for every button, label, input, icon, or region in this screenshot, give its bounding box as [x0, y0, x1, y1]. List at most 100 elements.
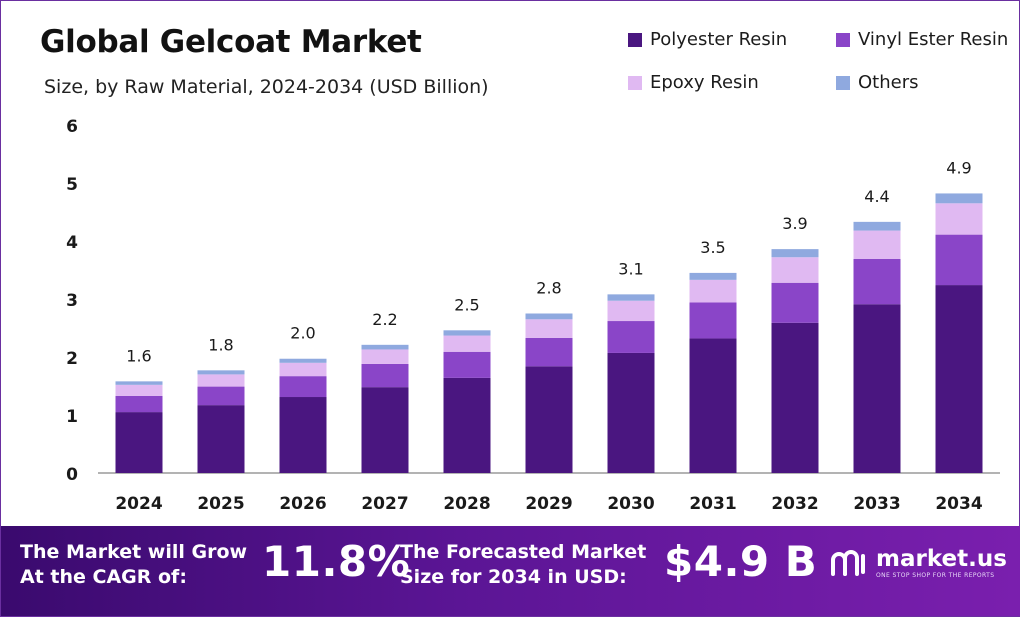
bar-segment-polyester-resin	[607, 352, 655, 473]
bar-segment-others	[771, 249, 819, 258]
bar-total-label: 3.1	[618, 259, 643, 278]
bar-segment-polyester-resin	[935, 285, 983, 473]
bar-segment-vinyl-ester-resin	[689, 302, 737, 339]
bar-segment-others	[689, 272, 737, 280]
x-tick-label: 2034	[935, 494, 982, 514]
bar-segment-vinyl-ester-resin	[443, 351, 491, 378]
bar-total-label: 2.2	[372, 310, 397, 329]
chart-title: Global Gelcoat Market	[40, 24, 422, 60]
chart-subtitle: Size, by Raw Material, 2024-2034 (USD Bi…	[44, 76, 489, 98]
x-tick-label: 2026	[279, 494, 326, 514]
legend-label-vinyl-ester: Vinyl Ester Resin	[858, 29, 1009, 50]
bar-segment-vinyl-ester-resin	[279, 376, 327, 398]
bar-segment-epoxy-resin	[525, 319, 573, 338]
bar-segment-epoxy-resin	[197, 374, 245, 387]
forecast-caption-line2: Size for 2034 in USD:	[400, 566, 627, 588]
x-tick-label: 2032	[771, 494, 818, 514]
bar-segment-polyester-resin	[689, 338, 737, 473]
bar-segment-polyester-resin	[197, 405, 245, 473]
forecast-caption-line1: The Forecasted Market	[400, 541, 647, 563]
bar-segment-vinyl-ester-resin	[197, 386, 245, 406]
bar-segment-vinyl-ester-resin	[525, 337, 573, 367]
bar-segment-vinyl-ester-resin	[115, 395, 163, 413]
bar-segment-epoxy-resin	[607, 300, 655, 322]
legend-swatch-others	[836, 75, 850, 90]
cagr-caption-line2: At the CAGR of:	[20, 566, 187, 588]
bar-total-label: 4.9	[946, 158, 971, 177]
y-tick-label: 5	[66, 175, 78, 195]
legend-label-others: Others	[858, 72, 919, 93]
bar-total-label: 3.5	[700, 238, 725, 257]
bar-segment-epoxy-resin	[853, 230, 901, 259]
brand-logo: market.us ONE STOP SHOP FOR THE REPORTS	[830, 546, 1007, 579]
cagr-value: 11.8%	[262, 537, 411, 586]
bar-segment-vinyl-ester-resin	[361, 363, 409, 388]
market-us-logo-icon	[831, 549, 865, 576]
x-tick-label: 2030	[607, 494, 654, 514]
legend-item-others: Others	[836, 72, 919, 93]
bar-segment-polyester-resin	[361, 387, 409, 473]
y-tick-label: 0	[66, 465, 78, 485]
legend-item-epoxy: Epoxy Resin	[628, 72, 759, 93]
y-tick-label: 4	[66, 233, 78, 253]
x-tick-label: 2025	[197, 494, 244, 514]
x-tick-label: 2031	[689, 494, 736, 514]
bar-total-label: 3.9	[782, 214, 807, 233]
bar-segment-others	[279, 358, 327, 363]
bar-total-label: 4.4	[864, 187, 889, 206]
bar-segment-polyester-resin	[853, 304, 901, 473]
bar-total-label: 1.8	[208, 335, 233, 354]
bar-segment-epoxy-resin	[935, 203, 983, 235]
bar-segment-others	[361, 344, 409, 350]
x-tick-label: 2029	[525, 494, 572, 514]
bar-total-label: 2.0	[290, 324, 315, 343]
brand-name: market.us	[876, 546, 1007, 572]
bar-segment-polyester-resin	[525, 366, 573, 473]
bar-segment-others	[443, 330, 491, 336]
y-tick-label: 3	[66, 291, 78, 311]
x-tick-label: 2028	[443, 494, 490, 514]
bar-segment-vinyl-ester-resin	[853, 258, 901, 305]
cagr-caption-line1: The Market will Grow	[20, 541, 248, 563]
y-tick-label: 1	[66, 407, 78, 427]
bar-segment-epoxy-resin	[279, 362, 327, 377]
bar-total-label: 1.6	[126, 346, 151, 365]
legend-swatch-epoxy	[628, 75, 642, 90]
bar-segment-polyester-resin	[771, 322, 819, 473]
chart-legend: Polyester Resin Vinyl Ester Resin Epoxy …	[0, 0, 1022, 110]
bar-segment-polyester-resin	[279, 397, 327, 473]
x-tick-label: 2024	[115, 494, 162, 514]
bar-segment-polyester-resin	[115, 412, 163, 473]
legend-label-epoxy: Epoxy Resin	[650, 72, 759, 93]
bar-segment-epoxy-resin	[443, 335, 491, 352]
bar-segment-others	[115, 381, 163, 385]
bar-segment-others	[197, 370, 245, 375]
bar-segment-others	[935, 193, 983, 204]
brand-tagline: ONE STOP SHOP FOR THE REPORTS	[876, 572, 995, 579]
bar-segment-others	[853, 221, 901, 231]
bar-segment-epoxy-resin	[115, 384, 163, 396]
legend-swatch-vinyl-ester	[836, 32, 850, 47]
bar-segment-polyester-resin	[443, 377, 491, 473]
legend-item-polyester: Polyester Resin	[628, 29, 787, 50]
bar-segment-others	[607, 294, 655, 301]
bar-segment-vinyl-ester-resin	[607, 321, 655, 353]
bar-total-label: 2.8	[536, 279, 561, 298]
forecast-value: $4.9 B	[664, 537, 818, 586]
legend-label-polyester: Polyester Resin	[650, 29, 788, 50]
legend-item-vinyl-ester: Vinyl Ester Resin	[836, 29, 1008, 50]
bar-segment-vinyl-ester-resin	[771, 282, 819, 323]
stacked-bar-chart: 0 1 2 3 4 5 6 1.6 2024 1.8 2025 2.0 2026 2.2 2027 2.5 20…	[66, 117, 1000, 514]
y-tick-label: 6	[66, 117, 78, 137]
legend-swatch-polyester	[628, 32, 642, 47]
summary-banner	[1, 526, 1020, 616]
x-tick-label: 2027	[361, 494, 408, 514]
bar-segment-epoxy-resin	[771, 257, 819, 283]
y-tick-label: 2	[66, 349, 78, 369]
bar-segment-vinyl-ester-resin	[935, 234, 983, 286]
bar-segment-epoxy-resin	[361, 349, 409, 364]
forecast-caption: The Forecasted Market Size for 2034 in U…	[400, 540, 646, 590]
bar-total-label: 2.5	[454, 295, 479, 314]
x-tick-label: 2033	[853, 494, 900, 514]
cagr-caption: The Market will Grow At the CAGR of:	[20, 540, 247, 590]
